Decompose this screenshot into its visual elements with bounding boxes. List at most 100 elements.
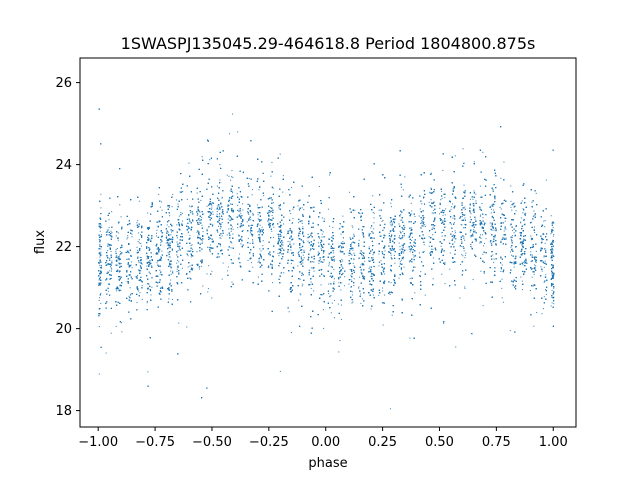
data-point bbox=[259, 257, 261, 259]
data-point bbox=[403, 251, 405, 253]
data-point bbox=[473, 190, 475, 192]
data-point bbox=[279, 225, 281, 227]
data-point bbox=[269, 207, 271, 209]
data-point bbox=[534, 226, 536, 228]
data-point bbox=[180, 211, 182, 213]
data-point bbox=[129, 274, 131, 276]
data-point bbox=[552, 221, 554, 223]
data-point bbox=[543, 266, 545, 268]
data-point bbox=[520, 221, 522, 223]
data-point bbox=[146, 302, 148, 304]
data-point bbox=[310, 267, 312, 269]
data-point bbox=[544, 255, 546, 257]
data-point bbox=[452, 238, 454, 240]
data-point bbox=[455, 232, 457, 234]
data-point bbox=[431, 252, 433, 254]
data-point bbox=[522, 208, 524, 210]
data-point bbox=[463, 236, 465, 238]
data-point bbox=[510, 224, 512, 226]
data-point bbox=[492, 241, 494, 243]
data-point bbox=[169, 243, 171, 245]
data-point bbox=[333, 317, 335, 319]
data-point bbox=[307, 233, 309, 235]
data-point bbox=[308, 274, 310, 276]
data-point bbox=[353, 233, 355, 235]
data-point bbox=[421, 220, 423, 222]
data-point bbox=[475, 193, 477, 195]
data-point bbox=[231, 226, 233, 228]
data-point bbox=[320, 247, 322, 249]
data-point bbox=[301, 246, 303, 248]
data-point bbox=[108, 219, 110, 221]
data-point bbox=[250, 232, 252, 234]
data-point bbox=[382, 220, 384, 222]
data-point bbox=[298, 208, 300, 210]
data-point bbox=[472, 279, 474, 281]
data-point bbox=[449, 252, 451, 254]
data-point bbox=[177, 265, 179, 267]
data-point bbox=[348, 191, 350, 193]
data-point bbox=[433, 209, 435, 211]
data-point bbox=[270, 211, 272, 213]
data-point bbox=[530, 235, 532, 237]
data-point bbox=[299, 293, 301, 295]
data-point bbox=[545, 179, 547, 181]
data-point bbox=[402, 237, 404, 239]
data-point bbox=[398, 254, 400, 256]
data-point bbox=[229, 190, 231, 192]
data-point bbox=[542, 232, 544, 234]
data-point bbox=[197, 241, 199, 243]
data-point bbox=[464, 214, 466, 216]
data-point bbox=[192, 219, 194, 221]
data-point bbox=[391, 225, 393, 227]
data-point bbox=[543, 281, 545, 283]
data-point bbox=[398, 265, 400, 267]
data-point bbox=[219, 179, 221, 181]
data-point bbox=[167, 231, 169, 233]
data-point bbox=[179, 245, 181, 247]
data-point bbox=[523, 272, 525, 274]
data-point bbox=[373, 222, 375, 224]
data-point bbox=[353, 265, 355, 267]
data-point bbox=[171, 250, 173, 252]
data-point bbox=[110, 230, 112, 232]
data-point bbox=[158, 193, 160, 195]
data-point bbox=[465, 252, 467, 254]
data-point bbox=[542, 308, 544, 310]
data-point bbox=[319, 294, 321, 296]
data-point bbox=[160, 242, 162, 244]
data-point bbox=[209, 159, 211, 161]
data-point bbox=[221, 221, 223, 223]
data-point bbox=[120, 289, 122, 291]
data-point bbox=[199, 211, 201, 213]
data-point bbox=[551, 289, 553, 291]
data-point bbox=[469, 204, 471, 206]
data-point bbox=[378, 253, 380, 255]
data-point bbox=[211, 205, 213, 207]
data-point bbox=[101, 267, 103, 269]
data-point bbox=[136, 222, 138, 224]
data-point bbox=[522, 212, 524, 214]
data-point bbox=[219, 256, 221, 258]
data-point bbox=[551, 272, 553, 274]
data-point bbox=[378, 209, 380, 211]
data-point bbox=[191, 248, 193, 250]
data-point bbox=[116, 290, 118, 292]
data-point bbox=[390, 224, 392, 226]
data-point bbox=[208, 211, 210, 213]
data-point bbox=[107, 290, 109, 292]
data-point bbox=[361, 231, 363, 233]
data-point bbox=[341, 258, 343, 260]
data-point bbox=[432, 248, 434, 250]
data-point bbox=[333, 278, 335, 280]
data-point bbox=[534, 256, 536, 258]
data-point bbox=[432, 226, 434, 228]
data-point bbox=[360, 302, 362, 304]
data-point bbox=[372, 211, 374, 213]
data-point bbox=[338, 351, 340, 353]
data-point bbox=[196, 192, 198, 194]
data-point bbox=[444, 193, 446, 195]
data-point bbox=[351, 254, 353, 256]
data-point bbox=[480, 237, 482, 239]
data-point bbox=[148, 271, 150, 273]
